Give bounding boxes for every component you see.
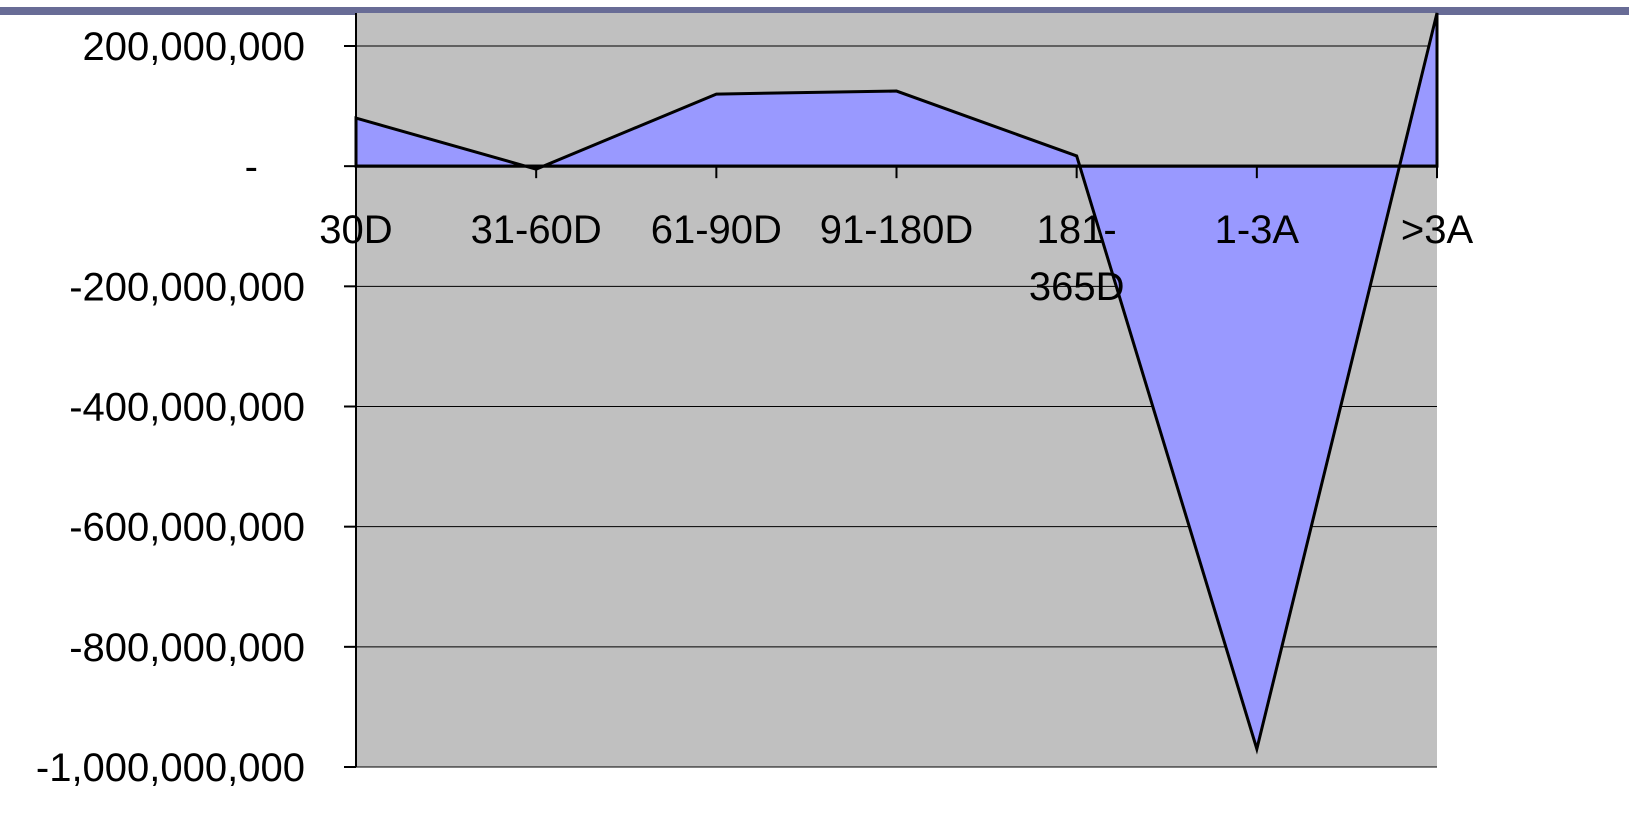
x-tick-label: 61-90D — [651, 208, 782, 252]
x-tick-label: 30D — [319, 208, 392, 252]
y-tick-label: - — [245, 145, 258, 189]
y-tick-labels: 200,000,000 - -200,000,000 -400,000,000 -600… — [36, 25, 305, 790]
axes — [344, 13, 1438, 768]
y-tick-label: -1,000,000,000 — [36, 746, 305, 790]
series-area — [354, 12, 1439, 755]
x-tick-label: 181-365D — [1029, 208, 1125, 309]
y-tick-label: -600,000,000 — [69, 506, 305, 550]
x-tick-label: 91-180D — [820, 208, 973, 252]
x-tick-label: 31-60D — [471, 208, 602, 252]
top-accent-bar — [0, 7, 1629, 15]
y-tick-label: -200,000,000 — [69, 265, 305, 309]
x-tick-labels: 30D 31-60D 61-90D 91-180D 181-365D 1-3A >3A — [319, 208, 1473, 309]
x-tick-label: 1-3A — [1215, 208, 1300, 252]
x-tick-label: >3A — [1401, 208, 1474, 252]
y-tick-label: 200,000,000 — [83, 25, 305, 69]
y-tick-label: -800,000,000 — [69, 626, 305, 670]
y-tick-label: -400,000,000 — [69, 386, 305, 430]
